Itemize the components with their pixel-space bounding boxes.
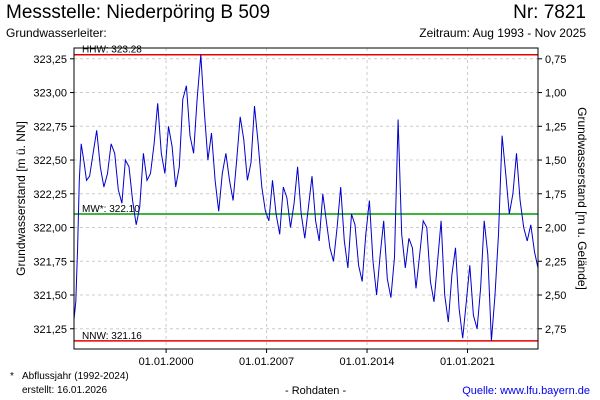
period-label: Zeitraum: Aug 1993 - Nov 2025 <box>419 26 586 40</box>
series-groundwater-level <box>73 54 539 341</box>
y-tick-label: 323,25 <box>33 54 67 66</box>
y-tick-label: 322,50 <box>33 155 67 167</box>
x-tick-label: 01.01.2000 <box>139 356 194 368</box>
y-right-tick-label: 0,75 <box>545 54 566 66</box>
y-tick-label: 323,00 <box>33 88 67 100</box>
raw-data-note: - Rohdaten - <box>285 385 347 397</box>
x-tick-label: 01.01.2021 <box>440 356 495 368</box>
y-tick-label: 321,25 <box>33 324 67 336</box>
ref-label-hhw: HHW: 323.28 <box>82 45 142 56</box>
y-axis-label-left: Grundwasserstand [m ü. NN] <box>14 121 28 276</box>
source-link[interactable]: Quelle: www.lfu.bayern.de <box>462 385 590 397</box>
footnote: Abflussjahr (1992-2024) <box>22 371 129 382</box>
y-tick-label: 322,25 <box>33 189 67 201</box>
ref-label-nnw: NNW: 321.16 <box>82 331 142 342</box>
aquifer-label: Grundwasserleiter: <box>6 26 107 40</box>
y-right-tick-label: 2,75 <box>545 324 566 336</box>
y-tick-label: 322,00 <box>33 223 67 235</box>
y-right-tick-label: 2,25 <box>545 256 566 268</box>
footnote-star: * <box>10 371 14 382</box>
created-date: erstellt: 16.01.2026 <box>22 385 108 396</box>
station-title: Messstelle: Niederpöring B 509 <box>6 2 271 23</box>
y-axis-label-right: Grundwasserstand [m u. Gelände] <box>575 107 589 290</box>
ref-label-mw: MW*: 322.10 <box>82 204 140 215</box>
y-right-tick-label: 1,00 <box>545 88 566 100</box>
y-right-tick-label: 2,00 <box>545 223 566 235</box>
y-right-tick-label: 1,50 <box>545 155 566 167</box>
y-right-tick-label: 1,75 <box>545 189 566 201</box>
station-number: Nr: 7821 <box>513 2 586 23</box>
y-right-tick-label: 1,25 <box>545 121 566 133</box>
y-tick-label: 321,50 <box>33 290 67 302</box>
x-tick-label: 01.01.2014 <box>340 356 395 368</box>
y-tick-label: 322,75 <box>33 121 67 133</box>
x-tick-label: 01.01.2007 <box>239 356 294 368</box>
plot-frame <box>73 47 539 350</box>
y-right-tick-label: 2,50 <box>545 290 566 302</box>
y-tick-label: 321,75 <box>33 256 67 268</box>
